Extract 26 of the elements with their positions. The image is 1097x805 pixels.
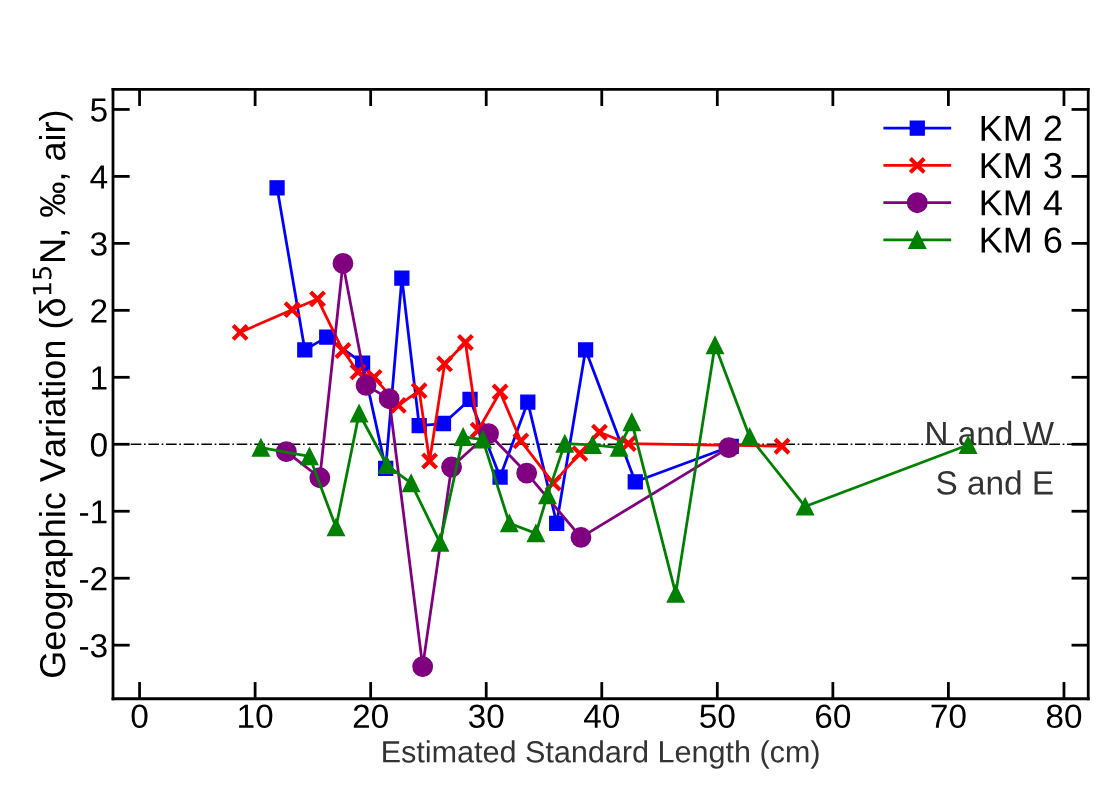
y-tick-label: -1 (79, 500, 107, 524)
legend-label: KM 2 (981, 115, 1062, 141)
x-tick-label: 0 (131, 704, 148, 729)
y-tick-label: 2 (91, 299, 107, 323)
legend-label: KM 6 (981, 227, 1062, 253)
x-tick-label: 10 (239, 704, 273, 729)
y-tick-label: 5 (90, 98, 107, 122)
annotation: N and W (927, 420, 1054, 446)
y-tick-label: -3 (79, 633, 107, 658)
annotation: S and E (937, 470, 1053, 495)
x-tick-label: 40 (583, 704, 619, 729)
y-tick-label: 0 (90, 433, 107, 457)
legend-label: KM 4 (981, 190, 1062, 216)
x-axis-title: Estimated Standard Length (cm) (383, 740, 819, 769)
y-tick-label: -2 (79, 567, 107, 591)
y-axis-title: Geographic Variation (δ$^{15}$N, ‰, air) (32, 111, 73, 677)
legend-label: KM 3 (981, 152, 1062, 179)
y-tick-label: 1 (92, 366, 107, 390)
x-tick-label: 80 (1046, 704, 1082, 729)
y-tick-label: 4 (90, 165, 108, 189)
x-tick-label: 70 (931, 704, 966, 729)
x-tick-label: 30 (468, 704, 504, 729)
y-tick-label: 3 (90, 232, 107, 256)
x-tick-label: 60 (816, 704, 851, 729)
x-tick-label: 20 (353, 704, 388, 729)
x-tick-label: 50 (700, 704, 735, 729)
